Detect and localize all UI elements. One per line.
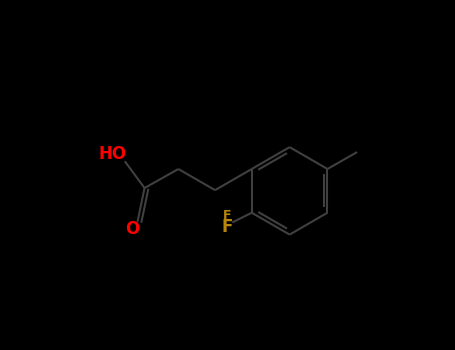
Text: F: F: [222, 218, 233, 236]
Text: O: O: [125, 220, 139, 238]
Text: HO: HO: [98, 145, 126, 163]
Text: F: F: [223, 209, 232, 222]
